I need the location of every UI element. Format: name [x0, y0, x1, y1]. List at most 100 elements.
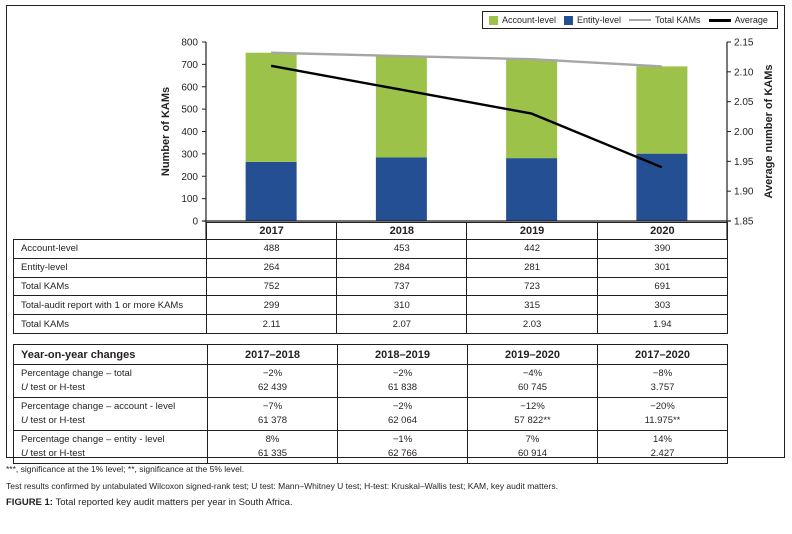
cell: 310: [336, 295, 468, 316]
right-tick-label: 2.00: [734, 127, 754, 138]
cell: −1% 62 766: [337, 430, 468, 464]
row-label-change: Percentage change – total: [21, 368, 132, 379]
bar-entity-level-2017: [245, 161, 297, 221]
table-row: Percentage change – total U test or H-te…: [13, 364, 728, 398]
cell: −2% 62 064: [337, 397, 468, 431]
cell: 453: [336, 239, 468, 259]
pct-value: −20%: [650, 401, 675, 412]
table-header-row: Year-on-year changes 2017–2018 2018–2019…: [13, 344, 728, 365]
bar-account-level-2020: [636, 66, 688, 154]
test-label: test or H-test: [27, 448, 85, 459]
table-row: Percentage change – account - level U te…: [13, 397, 728, 431]
cell: 303: [596, 295, 729, 316]
test-value: 62 766: [387, 448, 418, 459]
bar-account-level-2018: [375, 56, 427, 158]
figure-caption: FIGURE 1: Total reported key audit matte…: [6, 497, 293, 508]
pct-value: −2%: [392, 401, 413, 412]
table-row: Total KAMs 2.11 2.07 2.03 1.94: [13, 314, 729, 334]
cell: 723: [466, 276, 598, 297]
left-tick-label: 700: [181, 60, 198, 71]
row-label-change: Percentage change – account - level: [21, 401, 176, 412]
table-header-year: 2018: [336, 222, 468, 240]
test-value: 61 838: [387, 382, 418, 393]
legend-label: Account-level: [502, 15, 557, 25]
cell: 691: [596, 276, 729, 297]
legend-item-entity-level: Entity-level: [564, 15, 621, 25]
caption-text: Total reported key audit matters per yea…: [52, 497, 293, 508]
bar-account-level-2019: [506, 59, 558, 159]
cell: 1.94: [596, 314, 729, 334]
test-prefix: U: [21, 382, 28, 393]
cell: 299: [205, 295, 338, 316]
cell: 442: [466, 239, 598, 259]
table-row: Total-audit report with 1 or more KAMs 2…: [13, 295, 729, 316]
chart-legend: Account-level Entity-level Total KAMs Av…: [482, 11, 778, 29]
left-tick-label: 800: [181, 38, 198, 49]
table-header-blank: [13, 222, 207, 240]
left-tick-label: 0: [192, 217, 198, 228]
table-header-year: 2020: [596, 222, 729, 240]
test-value: 3.757: [650, 382, 675, 393]
test-prefix: U: [21, 448, 28, 459]
row-label: Entity-level: [13, 257, 207, 278]
test-value: 61 335: [257, 448, 288, 459]
cell: 390: [596, 239, 729, 259]
test-value: 62 064: [387, 415, 418, 426]
row-label-test: U test or H-test: [21, 447, 207, 461]
cell: −4% 60 745: [467, 364, 598, 398]
test-note: Test results confirmed by untabulated Wi…: [6, 481, 558, 491]
right-tick-label: 2.15: [734, 38, 754, 49]
table-header-period: 2017–2020: [597, 344, 728, 365]
table-header-period: 2017–2018: [207, 344, 338, 365]
cell: −8% 3.757: [597, 364, 728, 398]
test-value: 11.975**: [644, 415, 681, 426]
bar-entity-level-2018: [375, 157, 427, 221]
pct-value: 14%: [652, 434, 672, 445]
row-label: Account-level: [13, 239, 207, 259]
cell: 2.11: [205, 314, 338, 334]
table-header-year: 2017: [205, 222, 338, 240]
cell: 2.07: [336, 314, 468, 334]
pct-value: −2%: [262, 368, 283, 379]
left-tick-label: 400: [181, 127, 198, 138]
table-header-year: 2019: [466, 222, 598, 240]
right-tick-label: 1.95: [734, 157, 754, 168]
caption-label: FIGURE 1:: [6, 497, 53, 508]
line-average: [270, 64, 663, 169]
cell: 284: [336, 257, 468, 278]
row-label-test: U test or H-test: [21, 381, 207, 395]
pct-value: −8%: [652, 368, 673, 379]
pct-value: 8%: [265, 434, 280, 445]
test-value: 61 378: [257, 415, 288, 426]
cell: 2.03: [466, 314, 598, 334]
test-value: 57 822**: [514, 415, 551, 426]
cell: −2% 62 439: [207, 364, 338, 398]
left-tick-label: 500: [181, 105, 198, 116]
table-row: Account-level 488 453 442 390: [13, 239, 729, 259]
kam-counts-table: 2017 2018 2019 2020 Account-level 488 45…: [13, 222, 729, 334]
cell: 264: [205, 257, 338, 278]
year-on-year-table: Year-on-year changes 2017–2018 2018–2019…: [13, 344, 728, 464]
legend-swatch-icon: [489, 15, 498, 25]
row-label-change: Percentage change – entity - level: [21, 434, 165, 445]
right-tick-label: 2.05: [734, 97, 754, 108]
pct-value: −7%: [262, 401, 283, 412]
pct-value: −4%: [522, 368, 543, 379]
left-axis-title: Number of KAMs: [160, 87, 172, 176]
right-tick-label: 2.10: [734, 67, 754, 78]
cell: −2% 61 838: [337, 364, 468, 398]
row-label-test: U test or H-test: [21, 414, 207, 428]
test-value: 2.427: [650, 448, 675, 459]
legend-line-icon: [629, 19, 652, 21]
row-label: Total-audit report with 1 or more KAMs: [13, 295, 207, 316]
pct-value: 7%: [525, 434, 540, 445]
cell: 14% 2.427: [597, 430, 728, 464]
table-header-label: Year-on-year changes: [13, 344, 208, 365]
line-total-kams: [271, 51, 662, 68]
bar-entity-level-2020: [636, 153, 688, 221]
right-tick-label: 1.85: [734, 217, 754, 228]
legend-item-account-level: Account-level: [489, 15, 556, 25]
combo-chart: 0 100 200 300 400 500 600 700 800 1.85 1.90 1.95 2.0…: [160, 38, 775, 240]
test-value: 60 914: [517, 448, 548, 459]
left-tick-label: 600: [181, 82, 198, 93]
